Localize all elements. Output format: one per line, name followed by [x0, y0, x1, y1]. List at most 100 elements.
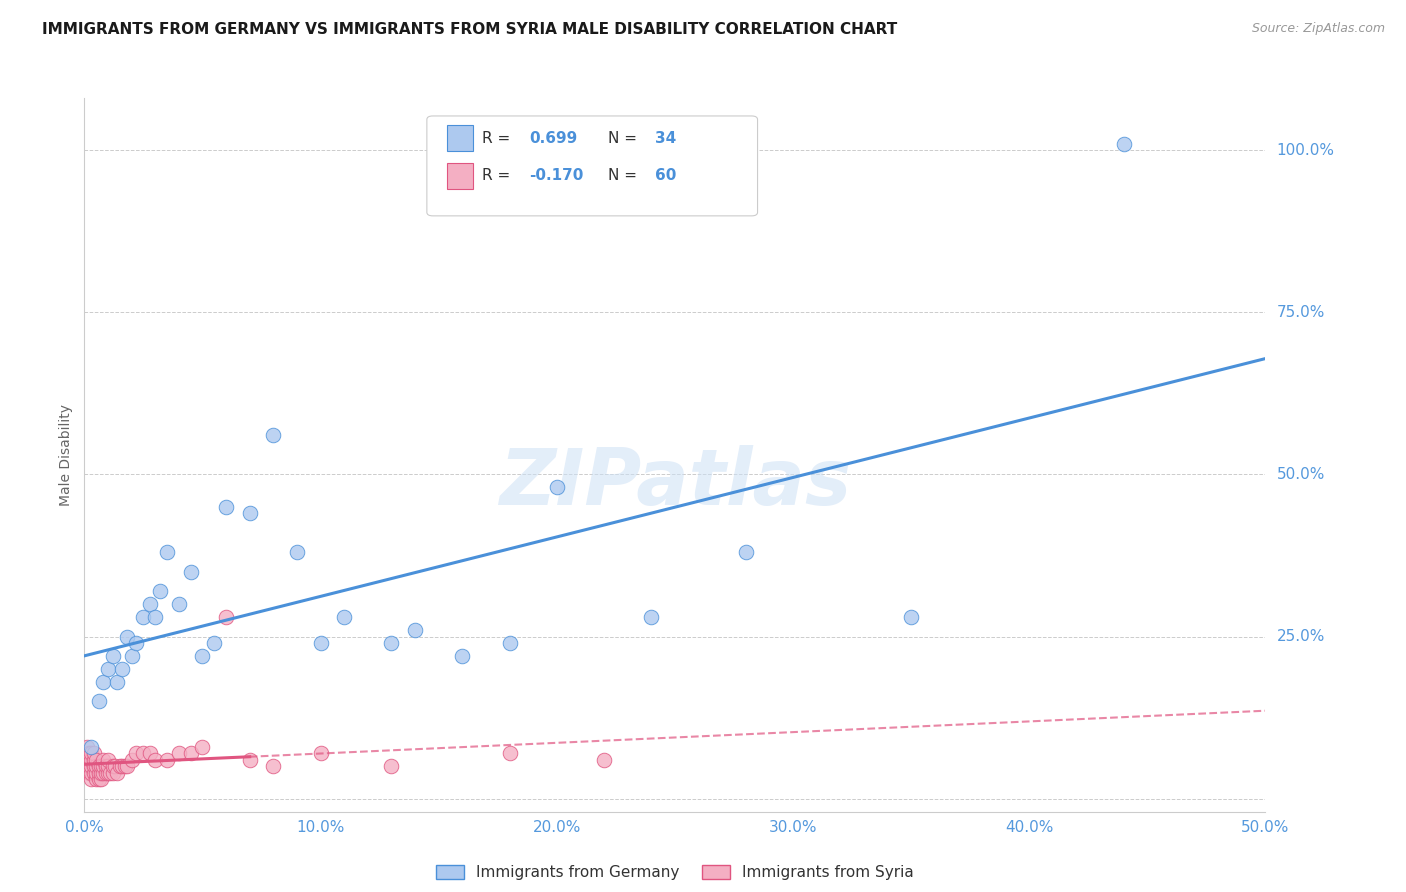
Point	[76, 747, 98, 761]
Point	[97, 765, 120, 780]
Point	[101, 765, 124, 780]
Point	[143, 753, 166, 767]
Point	[593, 753, 616, 767]
Point	[498, 636, 520, 650]
Point	[285, 545, 308, 559]
Point	[121, 753, 143, 767]
Point	[80, 753, 103, 767]
Point	[1112, 136, 1135, 151]
Y-axis label: Male Disability: Male Disability	[59, 404, 73, 506]
Point	[76, 739, 98, 754]
Point	[309, 636, 332, 650]
Point	[132, 747, 155, 761]
Point	[97, 759, 120, 773]
Point	[143, 610, 166, 624]
Point	[84, 765, 107, 780]
Point	[83, 753, 105, 767]
Point	[77, 747, 100, 761]
Point	[91, 753, 114, 767]
Point	[80, 772, 103, 787]
Point	[97, 662, 120, 676]
Point	[380, 759, 402, 773]
Point	[215, 500, 238, 514]
Point	[80, 759, 103, 773]
Text: 100.0%: 100.0%	[1277, 143, 1334, 158]
Point	[98, 765, 121, 780]
Text: 75.0%: 75.0%	[1277, 305, 1324, 319]
Text: ZIPatlas: ZIPatlas	[499, 445, 851, 522]
Point	[404, 623, 426, 637]
Point	[94, 765, 117, 780]
Text: 50.0%: 50.0%	[1277, 467, 1324, 482]
Point	[76, 753, 98, 767]
Point	[125, 636, 148, 650]
Point	[101, 648, 124, 663]
Point	[132, 610, 155, 624]
Point	[83, 747, 105, 761]
Point	[156, 545, 179, 559]
Text: 0.699: 0.699	[530, 130, 578, 145]
Bar	[447, 125, 472, 151]
Point	[83, 765, 105, 780]
Point	[546, 480, 568, 494]
Point	[215, 610, 238, 624]
Point	[111, 759, 134, 773]
Point	[87, 694, 110, 708]
Point	[84, 753, 107, 767]
Text: N =: N =	[607, 169, 641, 184]
Legend: Immigrants from Germany, Immigrants from Syria: Immigrants from Germany, Immigrants from…	[430, 858, 920, 886]
Point	[167, 597, 190, 611]
Point	[107, 675, 129, 690]
Point	[90, 772, 112, 787]
Point	[83, 759, 105, 773]
Point	[121, 648, 143, 663]
Point	[77, 765, 100, 780]
Point	[104, 759, 127, 773]
Point	[156, 753, 179, 767]
Point	[80, 765, 103, 780]
Point	[94, 759, 117, 773]
Point	[91, 675, 114, 690]
Point	[77, 753, 100, 767]
Point	[87, 772, 110, 787]
Text: Source: ZipAtlas.com: Source: ZipAtlas.com	[1251, 22, 1385, 36]
Point	[239, 506, 262, 520]
Point	[239, 753, 262, 767]
Point	[139, 597, 162, 611]
Bar	[447, 163, 472, 189]
Point	[115, 630, 138, 644]
Point	[640, 610, 662, 624]
Point	[91, 765, 114, 780]
Point	[90, 765, 112, 780]
Point	[309, 747, 332, 761]
Point	[262, 759, 284, 773]
Point	[84, 759, 107, 773]
Point	[202, 636, 225, 650]
Point	[91, 759, 114, 773]
Point	[115, 759, 138, 773]
Point	[333, 610, 356, 624]
Point	[80, 747, 103, 761]
Point	[498, 747, 520, 761]
Text: R =: R =	[482, 169, 516, 184]
Point	[451, 648, 474, 663]
Point	[80, 739, 103, 754]
Point	[101, 759, 124, 773]
Point	[84, 772, 107, 787]
Point	[180, 565, 202, 579]
Point	[900, 610, 922, 624]
Point	[262, 428, 284, 442]
Point	[139, 747, 162, 761]
Text: IMMIGRANTS FROM GERMANY VS IMMIGRANTS FROM SYRIA MALE DISABILITY CORRELATION CHA: IMMIGRANTS FROM GERMANY VS IMMIGRANTS FR…	[42, 22, 897, 37]
Point	[107, 765, 129, 780]
Point	[191, 648, 214, 663]
Point	[191, 739, 214, 754]
Point	[77, 759, 100, 773]
Text: -0.170: -0.170	[530, 169, 583, 184]
Text: 34: 34	[655, 130, 676, 145]
FancyBboxPatch shape	[427, 116, 758, 216]
Point	[380, 636, 402, 650]
Point	[125, 747, 148, 761]
Point	[180, 747, 202, 761]
Text: 60: 60	[655, 169, 676, 184]
